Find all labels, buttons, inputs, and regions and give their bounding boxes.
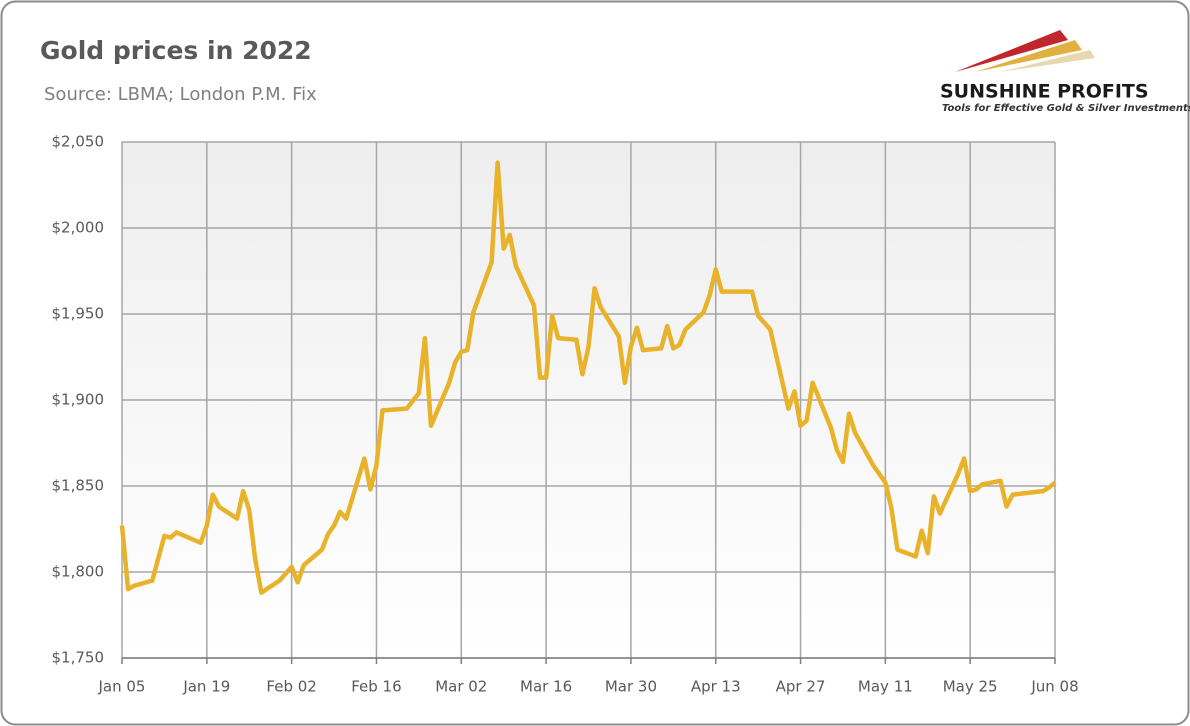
x-tick-label: Apr 27: [776, 678, 826, 696]
y-tick-label: $1,750: [52, 649, 105, 667]
x-tick-label: May 11: [858, 678, 913, 696]
chart-title: Gold prices in 2022: [40, 36, 312, 65]
y-tick-label: $1,900: [52, 391, 105, 409]
x-tick-label: May 25: [943, 678, 998, 696]
x-tick-label: Feb 02: [266, 678, 316, 696]
logo-tagline: Tools for Effective Gold & Silver Invest…: [942, 103, 1190, 114]
logo-swoosh: [975, 40, 1082, 72]
chart-subtitle: Source: LBMA; London P.M. Fix: [44, 84, 317, 105]
logo-swoosh: [1000, 50, 1095, 72]
logo: SUNSHINE PROFITS Tools for Effective Gol…: [940, 30, 1190, 114]
x-tick-label: Feb 16: [351, 678, 401, 696]
x-tick-label: Apr 13: [691, 678, 741, 696]
logo-name: SUNSHINE PROFITS: [940, 81, 1149, 103]
y-tick-label: $2,000: [52, 219, 105, 237]
y-tick-label: $2,050: [52, 133, 105, 151]
x-tick-label: Jan 19: [182, 678, 230, 696]
y-tick-label: $1,800: [52, 563, 105, 581]
x-tick-label: Jun 08: [1030, 678, 1078, 696]
x-tick-label: Jan 05: [98, 678, 146, 696]
line-series: [119, 160, 1057, 595]
logo-swoosh: [955, 30, 1068, 72]
x-tick-label: Mar 02: [435, 678, 487, 696]
y-tick-label: $1,950: [52, 305, 105, 323]
x-tick-label: Mar 30: [605, 678, 657, 696]
x-tick-label: Mar 16: [520, 678, 572, 696]
y-tick-label: $1,850: [52, 477, 105, 495]
